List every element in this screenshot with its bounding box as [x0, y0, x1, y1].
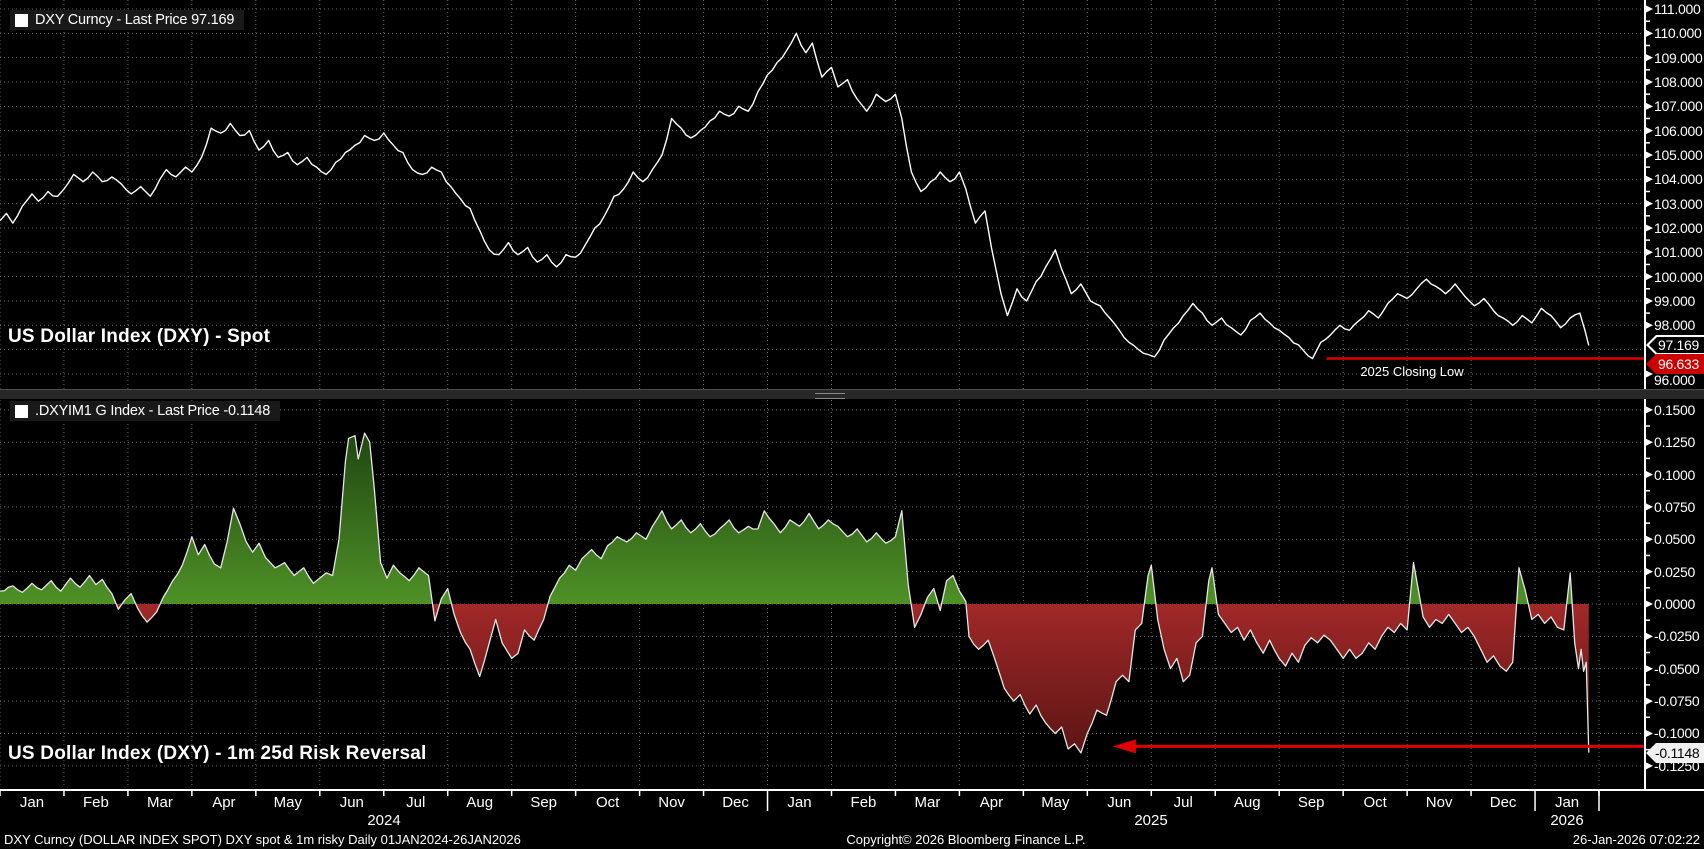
spot-ytick-label: 107.000: [1654, 98, 1703, 115]
copyright-text: Copyright© 2026 Bloomberg Finance L.P.: [846, 832, 1086, 847]
month-tick-label: Jun: [339, 794, 364, 811]
spot-ytick-label: 102.000: [1654, 219, 1703, 236]
closing-low-price-marker-value: 96.633: [1646, 354, 1704, 374]
month-tick-label: Jan: [787, 794, 812, 811]
month-tick-label: Nov: [1425, 794, 1453, 811]
risk-reversal-last-price-marker-value: -0.1148: [1646, 743, 1704, 763]
spot-ytick-label: 99.000: [1654, 292, 1696, 309]
spot-legend[interactable]: DXY Curncy - Last Price 97.169: [10, 10, 245, 30]
rr-ytick-label: 0.0250: [1654, 563, 1696, 580]
spot-ytick-label: 98.000: [1654, 317, 1696, 334]
month-tick-label: Jun: [1107, 794, 1132, 811]
month-tick-label: Feb: [83, 794, 109, 811]
spot-panel-title: US Dollar Index (DXY) - Spot: [8, 326, 271, 347]
spot-ytick-label: 105.000: [1654, 146, 1703, 163]
month-tick-label: Dec: [1489, 794, 1517, 811]
risk-reversal-legend[interactable]: .DXYIM1 G Index - Last Price -0.1148: [10, 401, 281, 421]
month-tick-label: May: [273, 794, 302, 811]
rr-ytick-label: -0.0250: [1654, 628, 1700, 645]
spot-ytick-label: 110.000: [1654, 25, 1702, 42]
month-tick-label: Mar: [914, 794, 941, 811]
timestamp: 26-Jan-2026 07:02:22: [1572, 832, 1700, 847]
month-tick-label: Apr: [212, 794, 236, 811]
risk-reversal-legend-label: .DXYIM1 G Index - Last Price -0.1148: [35, 403, 271, 419]
rr-ytick-label: 0.1500: [1654, 401, 1696, 418]
spot-ytick-label: 111.000: [1654, 1, 1701, 17]
month-tick-label: Jul: [1173, 794, 1193, 811]
spot-last-price-marker: 97.169: [1646, 335, 1704, 355]
spot-ytick-label: 108.000: [1654, 73, 1703, 90]
spot-legend-label: DXY Curncy - Last Price 97.169: [35, 12, 235, 28]
closing-low-price-marker: 96.633: [1646, 354, 1704, 374]
year-tick-label: 2024: [367, 812, 401, 829]
risk-reversal-last-price-marker: -0.1148: [1646, 743, 1704, 763]
month-tick-label: Jan: [1554, 794, 1580, 811]
month-tick-label: Mar: [146, 794, 173, 811]
month-tick-label: Oct: [595, 794, 620, 811]
spot-ytick-label: 104.000: [1654, 171, 1703, 188]
spot-ytick-label: 101.000: [1654, 244, 1703, 261]
month-tick-label: Apr: [979, 794, 1004, 811]
month-tick-label: Oct: [1363, 794, 1387, 811]
month-tick-label: Sep: [1297, 794, 1325, 811]
month-tick-label: Jan: [19, 794, 45, 811]
spot-series-swatch-icon: [15, 13, 28, 27]
risk-reversal-panel-title: US Dollar Index (DXY) - 1m 25d Risk Reve…: [8, 743, 427, 764]
spot-ytick-label: 96.000: [1654, 371, 1696, 388]
risk-reversal-series-swatch-icon: [15, 404, 28, 418]
rr-ytick-label: 0.0750: [1654, 498, 1696, 515]
rr-ytick-label: -0.0750: [1654, 693, 1700, 710]
month-tick-label: May: [1041, 794, 1070, 811]
chart-description: DXY Curncy (DOLLAR INDEX SPOT) DXY spot …: [4, 832, 521, 847]
rr-ytick-label: 0.0500: [1654, 531, 1696, 548]
rr-ytick-label: 0.0000: [1654, 596, 1696, 612]
spot-ytick-label: 103.000: [1654, 195, 1703, 212]
closing-low-annotation: 2025 Closing Low: [1360, 364, 1464, 379]
panel-splitter-handle[interactable]: [815, 393, 845, 399]
status-bar: DXY Curncy (DOLLAR INDEX SPOT) DXY spot …: [0, 830, 1704, 849]
spot-ytick-label: 106.000: [1654, 122, 1703, 139]
month-tick-label: Feb: [850, 794, 877, 811]
month-tick-label: Dec: [722, 794, 749, 811]
rr-ytick-label: -0.0500: [1654, 660, 1700, 677]
rr-ytick-label: 0.1250: [1654, 434, 1696, 451]
risk-reversal-chart-plot-area[interactable]: [0, 400, 1645, 788]
rr-ytick-label: -0.1000: [1654, 725, 1700, 742]
year-tick-label: 2025: [1134, 812, 1168, 829]
year-tick-label: 2026: [1550, 812, 1584, 829]
month-tick-label: Aug: [466, 794, 494, 811]
spot-last-price-marker-value: 97.169: [1649, 337, 1704, 353]
panel-divider: [0, 389, 1704, 399]
spot-ytick-label: 100.000: [1654, 268, 1703, 285]
month-tick-label: Aug: [1233, 794, 1261, 811]
month-tick-label: Jul: [406, 794, 426, 811]
spot-ytick-label: 109.000: [1654, 49, 1703, 66]
rr-ytick-label: 0.1000: [1654, 466, 1696, 483]
month-tick-label: Nov: [658, 794, 685, 811]
month-tick-label: Sep: [530, 794, 558, 811]
